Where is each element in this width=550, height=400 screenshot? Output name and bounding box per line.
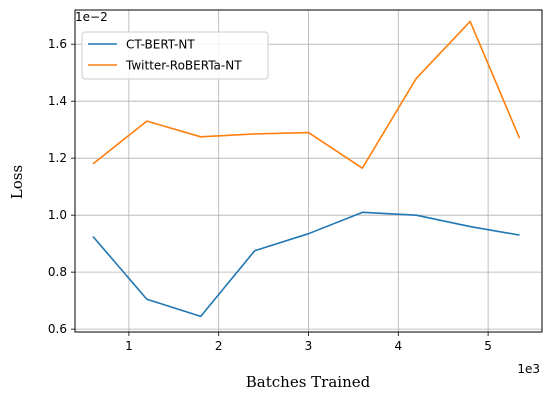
y-tick-label: 1.2 [48, 151, 67, 165]
x-axis-label: Batches Trained [246, 373, 371, 391]
series-lines [92, 20, 521, 318]
legend: CT-BERT-NT Twitter-RoBERTa-NT [81, 31, 269, 80]
y-tick-label: 1.4 [48, 94, 67, 108]
legend-label-twitter-roberta-nt: Twitter-RoBERTa-NT [125, 59, 242, 73]
x-tick-label: 1 [125, 339, 133, 353]
axis-ticks: 1 2 3 4 5 0.6 0.8 1.0 1.2 1.4 1.6 [48, 37, 492, 353]
x-tick-label: 3 [305, 339, 313, 353]
series-line-ct-bert-nt [92, 211, 520, 318]
y-tick-label: 0.6 [48, 322, 67, 336]
y-tick-label: 1.6 [48, 37, 67, 51]
x-tick-label: 4 [394, 339, 402, 353]
series-line-twitter-roberta-nt [92, 20, 521, 169]
legend-box [81, 31, 269, 80]
legend-entry-ct-bert-nt: CT-BERT-NT [88, 38, 195, 52]
x-tick-label: 2 [215, 339, 223, 353]
y-tick-label: 1.0 [48, 208, 67, 222]
y-axis-label: Loss [8, 165, 26, 199]
x-axis-offset-label: 1e3 [517, 362, 540, 376]
y-tick-label: 0.8 [48, 265, 67, 279]
legend-entry-twitter-roberta-nt: Twitter-RoBERTa-NT [88, 59, 242, 73]
x-tick-label: 5 [484, 339, 492, 353]
y-axis-offset-label: 1e−2 [75, 10, 108, 24]
legend-label-ct-bert-nt: CT-BERT-NT [126, 38, 195, 52]
